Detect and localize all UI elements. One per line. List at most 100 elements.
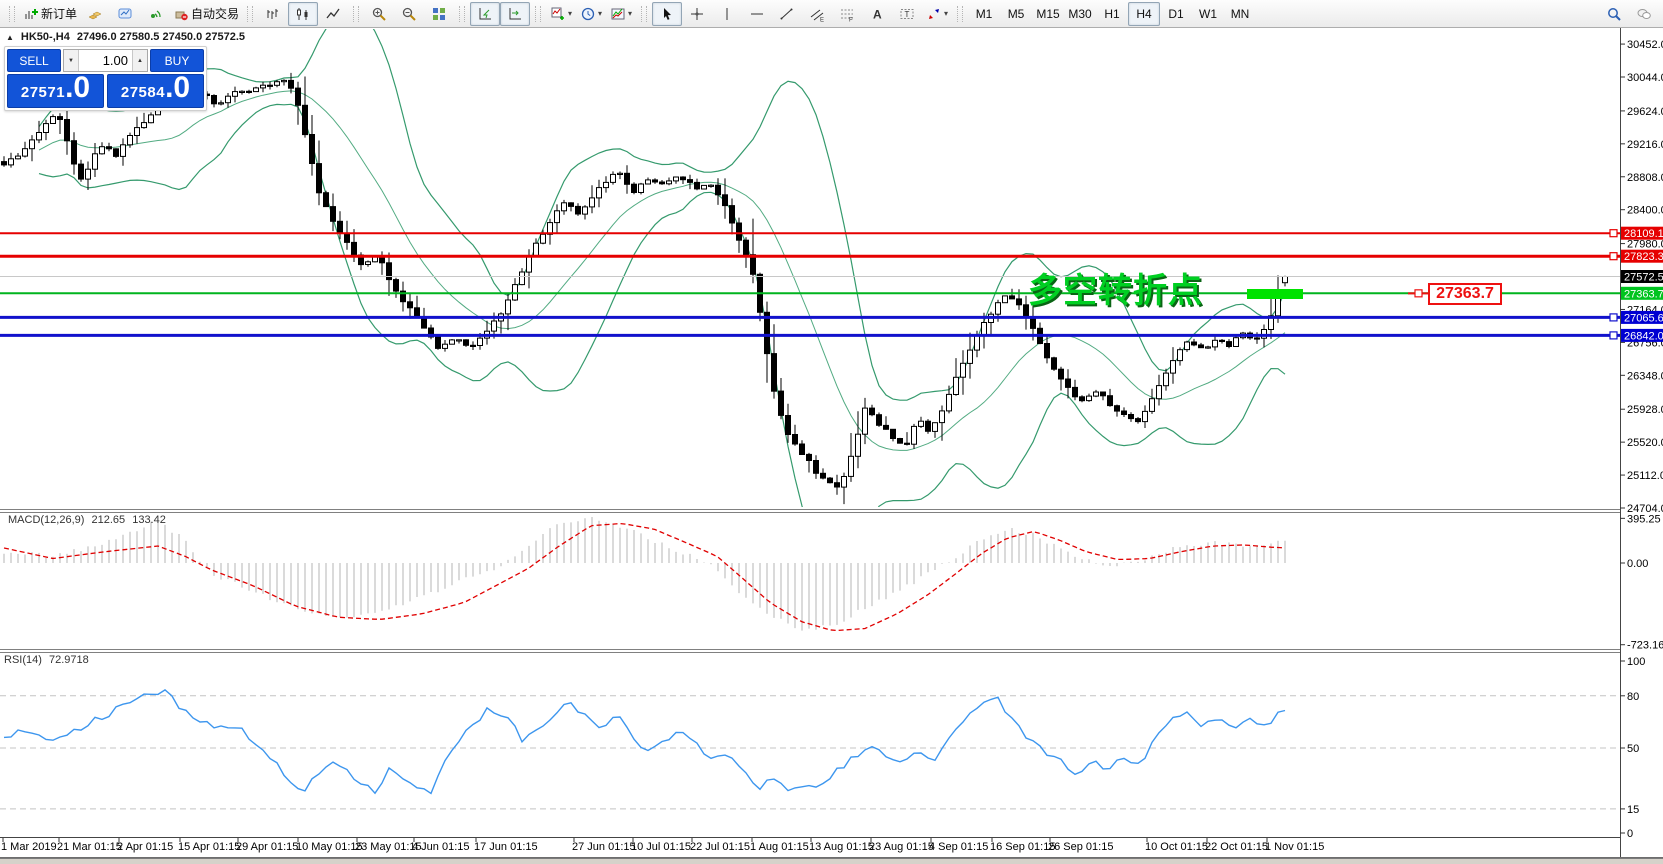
toolbar-drag-grip[interactable] [459, 5, 466, 22]
chevron-down-icon[interactable]: ▾ [944, 9, 949, 18]
trendline-button[interactable] [772, 2, 802, 26]
svg-text:27572.5: 27572.5 [1624, 272, 1663, 284]
autotrade-icon [175, 11, 188, 20]
collapse-panel-icon[interactable]: ▲ [6, 32, 14, 42]
text-label-icon: T [900, 8, 914, 19]
volume-decrease-button[interactable]: ▼ [64, 50, 79, 71]
text-button[interactable]: A [862, 2, 892, 26]
line-chart-button[interactable] [318, 2, 348, 26]
buy-price-big-digit: .0 [165, 71, 191, 104]
chevron-down-icon[interactable]: ▾ [568, 9, 573, 18]
equidistant-channel-button[interactable]: E [802, 2, 832, 26]
chart-shift-icon [509, 7, 522, 19]
svg-text:T: T [905, 10, 910, 19]
data-window-button[interactable] [110, 2, 140, 26]
time-axis-label: 4 Jun 01:15 [412, 841, 470, 853]
chevron-down-icon[interactable]: ▾ [628, 9, 633, 18]
tile-windows-button[interactable] [424, 2, 454, 26]
zoom-out-button[interactable] [394, 2, 424, 26]
text-label-button[interactable]: T [892, 2, 922, 26]
market-watch-button[interactable] [80, 2, 110, 26]
timeframe-m1[interactable]: M1 [968, 2, 1000, 26]
toolbar-button-label: MN [1230, 6, 1250, 21]
text-icon: A [873, 7, 882, 21]
symbol-header: ▲ HK50-,H4 27496.0 27580.5 27450.0 27572… [6, 31, 245, 43]
buy-price-button[interactable]: 27584 .0 [107, 71, 204, 108]
buy-button[interactable]: BUY [150, 49, 204, 72]
timeframe-w1[interactable]: W1 [1192, 2, 1224, 26]
autotrading-button[interactable]: 自动交易 [170, 2, 242, 26]
horizontal-level-lines[interactable] [0, 229, 1620, 340]
cursor-button[interactable] [652, 1, 683, 26]
auto-arrange-button[interactable] [470, 1, 501, 26]
chevron-down-icon[interactable]: ▾ [598, 9, 603, 18]
timeframe-m30[interactable]: M30 [1064, 2, 1096, 26]
timeframe-h1[interactable]: H1 [1096, 2, 1128, 26]
time-axis-label: 22 Oct 01:15 [1205, 841, 1268, 853]
sell-price-button[interactable]: 27571 .0 [7, 71, 104, 108]
vertical-line-button[interactable] [712, 2, 742, 26]
time-axis-label: 1 Mar 2019 [1, 841, 57, 853]
toolbar-drag-grip[interactable] [353, 5, 360, 22]
candle-chart-button[interactable] [288, 1, 319, 26]
sell-button[interactable]: SELL [7, 49, 61, 72]
timeframe-mn[interactable]: MN [1224, 2, 1256, 26]
bar-chart-button[interactable] [258, 2, 288, 26]
templates-button[interactable]: ▾ [606, 2, 636, 26]
arrows-button[interactable]: ▾ [922, 2, 952, 26]
crosshair-button[interactable] [682, 2, 712, 26]
indicators-button[interactable]: ▾ [546, 2, 576, 26]
time-axis-label: 1 Aug 01:15 [750, 841, 809, 853]
chat-icon [1637, 8, 1651, 19]
chart-frame [0, 28, 1663, 858]
sell-price-big-digit: .0 [65, 71, 91, 104]
search-icon [1608, 7, 1621, 21]
chat-button[interactable] [1629, 2, 1659, 26]
volume-value[interactable]: 1.00 [102, 53, 128, 68]
search-button[interactable] [1599, 2, 1629, 26]
svg-text:27065.6: 27065.6 [1624, 312, 1663, 324]
toolbar-drag-grip[interactable] [9, 5, 15, 22]
tile-windows-icon [433, 7, 446, 20]
buy-price-main: 27584 [120, 84, 166, 101]
auto-arrange-icon [479, 7, 492, 19]
timeframe-m5[interactable]: M5 [1000, 2, 1032, 26]
toolbar-drag-grip[interactable] [641, 5, 648, 22]
svg-text:0: 0 [1627, 828, 1633, 840]
chart-shift-button[interactable] [500, 1, 531, 26]
toolbar-drag-grip[interactable] [247, 5, 254, 22]
toolbar-drag-grip[interactable] [957, 5, 964, 22]
gold-icon [88, 11, 102, 19]
templates-icon [611, 8, 625, 19]
timeframe-d1[interactable]: D1 [1160, 2, 1192, 26]
horizontal-line-button[interactable] [742, 2, 772, 26]
price-flag-label[interactable]: 27363.7 [1428, 283, 1502, 305]
time-axis-label: 10 May 01:15 [296, 841, 363, 853]
crosshair-icon [691, 7, 704, 20]
turning-point-annotation[interactable]: 多空转折点 [1028, 272, 1203, 310]
svg-text:F: F [849, 17, 853, 22]
svg-text:28400.0: 28400.0 [1627, 205, 1663, 217]
signals-button[interactable] [140, 2, 170, 26]
periods-button[interactable]: ▾ [576, 2, 606, 26]
fibonacci-button[interactable]: F [832, 2, 862, 26]
bollinger-bands [38, 29, 1286, 507]
svg-text:395.25: 395.25 [1627, 513, 1661, 525]
timeframe-m15[interactable]: M15 [1032, 2, 1064, 26]
time-axis-label: 13 Aug 01:15 [809, 841, 874, 853]
fibonacci-icon: F [841, 9, 854, 22]
cursor-icon [664, 7, 672, 20]
candle-chart-icon [297, 7, 308, 20]
volume-increase-button[interactable]: ▲ [132, 50, 147, 71]
zoom-in-button[interactable] [364, 2, 394, 26]
svg-text:100: 100 [1627, 656, 1645, 668]
timeframe-h4[interactable]: H4 [1128, 1, 1161, 26]
toolbar-drag-grip[interactable] [535, 5, 542, 22]
rsi-name: RSI(14) [4, 654, 42, 666]
time-axis-label: 1 Nov 01:15 [1265, 841, 1325, 853]
new-order-button[interactable]: 新订单 [20, 2, 80, 26]
green-highlight-segment[interactable] [1247, 289, 1303, 299]
indicators-icon [551, 7, 565, 20]
svg-text:15: 15 [1627, 804, 1639, 816]
